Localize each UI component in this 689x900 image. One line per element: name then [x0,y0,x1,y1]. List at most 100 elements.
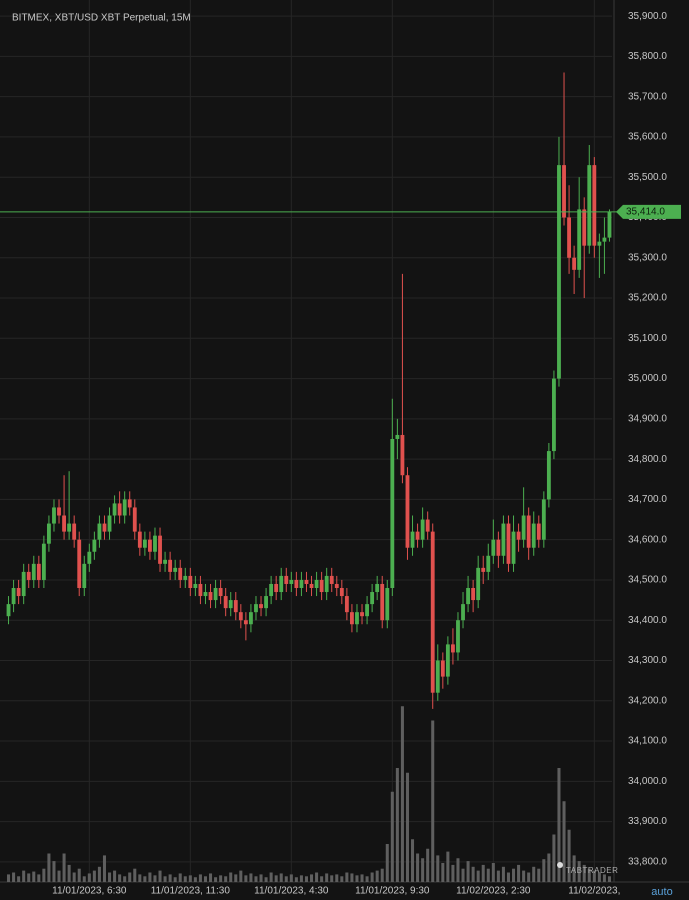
volume-bar [269,872,273,882]
candle-body [582,209,587,246]
y-tick-label: 34,100.0 [628,736,667,747]
watermark: TABTRADER [566,866,618,875]
x-tick-label: 11/01/2023, 4:30 [254,886,329,897]
candle-body [158,535,162,564]
candle-body [188,575,193,588]
volume-bar [375,870,379,882]
candle-body [269,583,274,597]
volume-bar [304,876,308,882]
volume-bar [188,875,192,882]
volume-bar [441,863,445,882]
x-tick-label: 11/02/2023, 2:30 [456,886,531,897]
candle-body [77,539,82,588]
volume-bar [471,866,475,882]
candle-body [87,551,92,564]
candle-body [572,257,577,270]
volume-bar [461,868,465,882]
candle-body [67,523,72,532]
volume-bar [67,864,71,882]
candle-body [238,612,243,621]
candle-body [395,434,400,439]
candle-body [148,539,152,552]
volume-bar [395,768,399,882]
volume-bar [501,866,505,882]
volume-bar [77,868,81,882]
candle-body [284,575,289,584]
volume-bar [168,874,172,882]
volume-bar [496,870,500,882]
volume-bar [294,877,298,882]
volume-bar [143,876,147,882]
volume-bar [173,877,177,882]
candle-body [52,507,56,524]
candle-body [72,523,77,540]
volume-bar [552,834,556,882]
candle-body [471,588,476,601]
candle-body [57,507,61,516]
volume-bar [476,870,480,882]
volume-bar [97,866,101,882]
volume-bar [431,720,435,882]
candle-body [127,499,132,508]
candle-body [329,575,334,584]
candle-body [142,539,147,548]
candle-body [203,592,208,597]
candle-body [62,515,66,532]
volume-bar [572,855,576,882]
candle-body [47,523,51,544]
candle-body [36,563,41,580]
scale-mode[interactable]: auto [651,886,672,898]
volume-bar [517,864,521,882]
volume-bar [592,870,596,882]
volume-bar [340,876,344,882]
volume-bar [274,875,278,882]
volume-bar [537,868,541,882]
volume-bar [133,868,137,882]
volume-bar [456,858,460,882]
volume-bar [577,861,581,882]
volume-bar [426,848,430,882]
volume-bar [405,772,409,882]
volume-bar [17,876,21,882]
candle-body [21,571,26,597]
volume-bar [138,874,142,882]
candle-body [314,579,319,588]
volume-bar [52,861,56,882]
volume [7,706,611,882]
volume-bar [360,874,364,882]
candle-body [501,523,506,556]
volume-bar [607,876,611,882]
candle-body [541,499,546,540]
volume-bar [390,791,394,882]
y-tick-label: 35,200.0 [628,293,667,304]
candle-body [415,531,420,540]
volume-bar [254,876,258,882]
x-tick-label: 11/01/2023, 11:30 [151,886,231,897]
volume-bar [481,864,485,882]
y-tick-label: 35,500.0 [628,172,667,183]
volume-bar [198,874,202,882]
y-tick-label: 34,400.0 [628,615,667,626]
candle-body [193,583,198,588]
candle-body [375,583,380,593]
volume-bar [244,875,248,882]
volume-bar [416,853,420,882]
volume-bar [602,874,606,882]
volume-bar [345,872,349,882]
volume-bar [279,873,283,882]
labels: 33,800.0 33,900.0 34,000.0 34,100.0 34,200.0… [52,11,681,897]
candle-body [486,555,491,572]
y-tick-label: 35,300.0 [628,252,667,263]
volume-bar [532,866,536,882]
candle-body [562,165,566,218]
candle-body [526,515,531,548]
candle-body [233,600,238,613]
candle-body [309,583,314,588]
volume-bar [72,872,76,882]
chart-title: BITMEX, XBT/USD XBT Perpetual, 15M [12,13,191,24]
volume-bar [587,868,591,882]
volume-bar [315,872,319,882]
candle-body [592,165,597,246]
y-tick-label: 34,000.0 [628,776,667,787]
